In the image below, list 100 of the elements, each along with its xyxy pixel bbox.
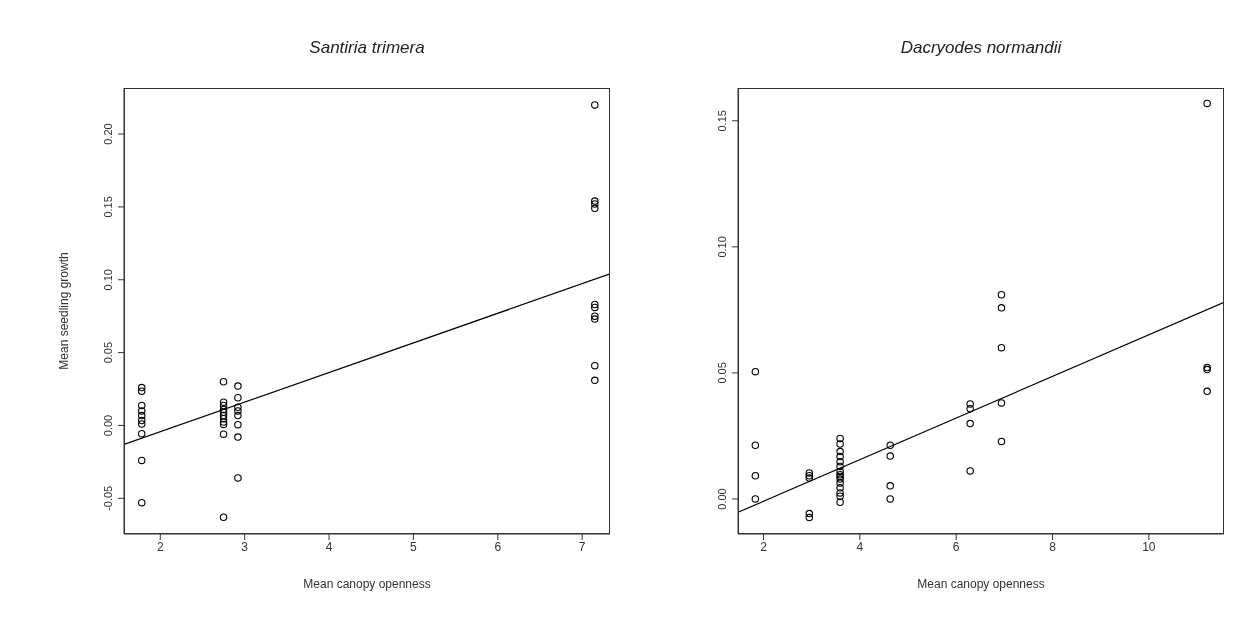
point xyxy=(219,420,228,429)
point xyxy=(886,495,894,503)
y-tick-label: 0.00 xyxy=(716,488,728,510)
y-tick-label: 0.10 xyxy=(716,236,728,258)
point xyxy=(1203,99,1211,108)
point xyxy=(591,300,599,309)
point xyxy=(137,387,146,395)
y-tick-label: -0.05 xyxy=(102,485,114,511)
point xyxy=(137,401,146,410)
point xyxy=(219,418,228,426)
point xyxy=(836,434,844,443)
point xyxy=(805,513,814,522)
x-tick-label: 4 xyxy=(325,539,333,554)
point xyxy=(751,441,760,449)
chart-title: Santiria trimera xyxy=(308,38,426,58)
point xyxy=(836,479,844,487)
chart-title: Dacryodes normandii xyxy=(899,38,1063,58)
point xyxy=(591,361,599,370)
point xyxy=(219,411,228,420)
point xyxy=(591,315,599,323)
point xyxy=(219,398,228,406)
point xyxy=(591,376,599,385)
x-tick-label: 6 xyxy=(494,539,502,554)
x-tick-label: 7 xyxy=(578,539,586,554)
y-tick-label: 0.05 xyxy=(716,362,728,384)
y-tick-label: 0.20 xyxy=(102,123,114,145)
point xyxy=(836,447,844,456)
point xyxy=(234,403,242,411)
x-axis-title: Mean canopy openness xyxy=(303,577,431,591)
point xyxy=(836,498,844,506)
x-tick-label: 4 xyxy=(856,539,864,554)
point xyxy=(805,509,814,518)
point xyxy=(836,484,844,492)
point xyxy=(234,433,242,441)
point xyxy=(219,415,228,423)
point xyxy=(219,377,228,386)
point xyxy=(997,343,1006,352)
y-axis-title: Mean seedling growth xyxy=(57,252,72,370)
point xyxy=(836,475,844,483)
point xyxy=(886,482,894,490)
y-tick-label: 0.10 xyxy=(102,269,114,291)
point xyxy=(219,401,228,410)
y-tick-label: 0.15 xyxy=(716,110,728,132)
point xyxy=(836,489,844,497)
point xyxy=(886,441,894,449)
point xyxy=(966,419,974,428)
point xyxy=(751,472,760,480)
y-tick-label: 0.00 xyxy=(102,414,114,437)
point xyxy=(836,492,844,500)
point xyxy=(997,437,1006,446)
point xyxy=(591,200,599,208)
point xyxy=(234,382,242,390)
point xyxy=(886,452,894,460)
point xyxy=(234,394,242,402)
point xyxy=(219,513,228,521)
point xyxy=(234,407,242,415)
x-tick-label: 6 xyxy=(952,539,960,554)
point xyxy=(137,383,146,392)
point xyxy=(234,411,242,420)
point xyxy=(137,416,146,425)
point xyxy=(591,312,599,320)
point xyxy=(997,399,1006,407)
point xyxy=(219,430,228,438)
point xyxy=(137,430,146,438)
x-tick-label: 2 xyxy=(156,539,164,554)
point xyxy=(137,407,146,415)
point xyxy=(966,400,974,408)
x-tick-label: 2 xyxy=(760,539,768,554)
point xyxy=(1203,387,1211,396)
point xyxy=(836,457,844,466)
y-tick-label: 0.15 xyxy=(102,196,114,218)
point xyxy=(234,420,242,429)
x-axis-title: Mean canopy openness xyxy=(917,577,1045,591)
point xyxy=(997,304,1006,312)
x-tick-label: 10 xyxy=(1142,539,1156,554)
x-tick-label: 8 xyxy=(1049,539,1057,554)
point xyxy=(591,101,599,109)
point xyxy=(234,474,242,482)
point xyxy=(591,197,599,205)
x-tick-label: 3 xyxy=(241,539,249,554)
x-tick-label: 5 xyxy=(410,539,418,554)
point xyxy=(137,420,146,428)
point xyxy=(751,367,760,376)
point xyxy=(751,495,760,503)
point xyxy=(805,469,814,477)
point xyxy=(219,408,228,417)
point xyxy=(836,440,844,448)
point xyxy=(591,303,599,312)
point xyxy=(966,467,974,475)
point xyxy=(836,452,844,461)
point xyxy=(137,411,146,420)
point xyxy=(966,404,974,413)
point xyxy=(137,456,146,465)
point xyxy=(836,467,844,476)
point xyxy=(997,290,1006,299)
point xyxy=(219,405,228,414)
point xyxy=(137,498,146,507)
y-tick-label: 0.05 xyxy=(102,341,114,364)
point xyxy=(836,462,844,471)
point xyxy=(591,204,599,213)
